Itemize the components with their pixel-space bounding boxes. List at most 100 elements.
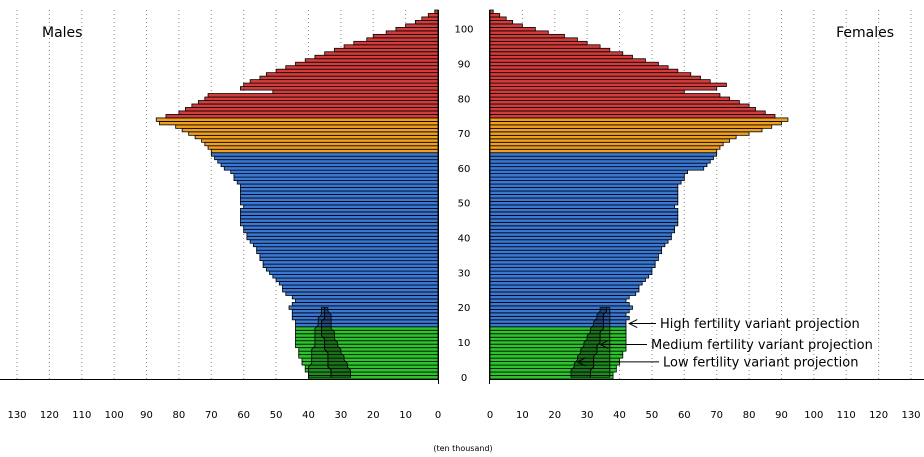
male-bar-age-81	[207, 93, 439, 98]
male-x-tick-110: 110	[72, 410, 91, 421]
female-x-tick-10: 10	[516, 410, 529, 421]
female-bar-age-48	[489, 208, 679, 213]
male-x-tick-90: 90	[140, 410, 153, 421]
female-bar-age-82	[489, 89, 685, 94]
female-bar-age-97	[489, 37, 578, 42]
female-x-tick-130: 130	[901, 410, 920, 421]
female-bar-age-64	[489, 152, 718, 157]
females-panel-label: Females	[836, 25, 894, 41]
male-bar-age-55	[240, 183, 439, 188]
age-tick-10: 10	[458, 338, 471, 349]
female-bar-age-96	[489, 40, 588, 46]
female-bar-age-85	[489, 79, 711, 84]
female-bar-age-37	[489, 246, 663, 251]
female-x-tick-80: 80	[743, 410, 756, 421]
males-panel-label: Males	[42, 25, 82, 41]
female-bar-age-49	[489, 204, 675, 209]
age-tick-20: 20	[458, 303, 471, 314]
male-bar-age-19	[291, 308, 439, 314]
male-bar-age-78	[191, 103, 439, 108]
male-bar-age-54	[240, 187, 439, 192]
male-bar-age-46	[240, 214, 439, 220]
female-bar-age-89	[489, 65, 669, 70]
age-tick-90: 90	[458, 59, 471, 70]
female-bar-age-81	[489, 93, 721, 98]
female-bar-age-87	[489, 72, 692, 77]
female-bar-age-84	[489, 82, 727, 87]
female-bar-age-20	[489, 305, 633, 310]
male-projection-band-1	[321, 307, 351, 378]
female-bar-age-21	[489, 302, 630, 307]
female-bar-age-88	[489, 68, 679, 74]
male-bar-age-23	[291, 295, 439, 300]
female-bar-age-28	[489, 277, 646, 282]
female-bar-age-83	[489, 86, 718, 91]
male-bar-age-93	[324, 51, 439, 56]
female-bar-age-61	[489, 162, 708, 168]
male-bar-age-20	[288, 305, 439, 310]
male-bar-age-77	[184, 107, 439, 112]
male-x-tick-100: 100	[105, 410, 124, 421]
female-x-tick-90: 90	[775, 410, 788, 421]
female-bar-age-63	[489, 155, 714, 161]
male-bar-age-75	[165, 114, 439, 119]
male-bar-age-26	[282, 284, 439, 289]
female-bar-age-32	[489, 263, 656, 269]
male-bar-age-42	[243, 228, 439, 234]
male-bar-age-39	[249, 239, 439, 244]
male-bar-age-47	[240, 211, 439, 216]
male-bar-age-38	[253, 242, 439, 248]
female-bar-age-70	[489, 131, 750, 136]
female-bar-age-74	[489, 117, 789, 122]
female-bar-age-41	[489, 232, 672, 237]
female-bar-age-27	[489, 281, 643, 286]
male-bar-age-66	[207, 145, 439, 150]
female-bar-age-69	[489, 134, 737, 140]
male-bar-age-22	[295, 298, 439, 303]
male-bar-age-90	[295, 61, 439, 67]
male-x-tick-10: 10	[399, 410, 412, 421]
male-bar-age-30	[269, 270, 439, 275]
male-bar-age-94	[333, 47, 439, 53]
male-bar-age-48	[240, 208, 439, 213]
female-bar-age-86	[489, 75, 701, 81]
male-bar-age-59	[230, 169, 439, 175]
female-x-tick-0: 0	[487, 410, 493, 421]
male-bar-age-53	[240, 190, 439, 195]
male-bar-age-32	[262, 263, 439, 269]
male-bar-age-101	[405, 23, 439, 28]
female-bar-age-40	[489, 235, 672, 241]
male-bar-age-84	[243, 82, 439, 87]
age-tick-40: 40	[458, 234, 471, 245]
male-x-tick-120: 120	[40, 410, 59, 421]
female-bar-age-22	[489, 298, 627, 303]
female-bar-age-73	[489, 120, 782, 126]
female-bar-age-54	[489, 187, 679, 192]
female-bar-age-101	[489, 23, 523, 28]
female-bar-age-90	[489, 61, 659, 67]
male-bar-age-68	[201, 138, 439, 143]
projection-bands	[308, 307, 611, 378]
female-x-tick-50: 50	[646, 410, 659, 421]
female-bar-age-44	[489, 221, 679, 227]
female-x-tick-60: 60	[678, 410, 691, 421]
age-tick-100: 100	[454, 25, 473, 36]
male-bar-age-51	[240, 197, 439, 202]
male-bar-age-80	[204, 96, 439, 101]
annotations: High fertility variant projection Medium …	[576, 317, 873, 370]
male-bar-age-64	[210, 152, 439, 157]
annotation-arrow-head-1	[598, 340, 609, 349]
female-bar-age-72	[489, 124, 773, 129]
male-bar-age-57	[233, 176, 439, 181]
male-bar-age-21	[291, 302, 439, 307]
female-x-tick-30: 30	[581, 410, 594, 421]
female-bar-age-56	[489, 180, 682, 185]
female-bar-age-65	[489, 148, 718, 154]
female-bar-age-33	[489, 260, 656, 265]
male-bar-age-61	[220, 162, 439, 168]
male-bar-age-91	[304, 58, 439, 63]
male-x-tick-80: 80	[173, 410, 186, 421]
male-bar-age-102	[414, 20, 439, 25]
male-bar-age-50	[240, 201, 439, 206]
female-bar-age-102	[489, 20, 514, 25]
